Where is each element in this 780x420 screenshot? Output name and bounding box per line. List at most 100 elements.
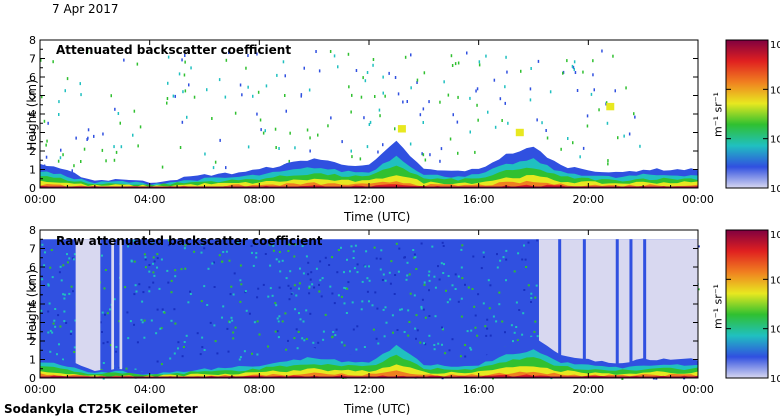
- noise-speck: [428, 315, 431, 317]
- noise-speck: [240, 283, 243, 286]
- noise-speck: [355, 348, 358, 351]
- noise-speck: [415, 314, 418, 317]
- noise-speck: [294, 308, 297, 311]
- signal-speck: [449, 137, 452, 141]
- noise-speck: [501, 320, 504, 323]
- signal-speck: [132, 133, 134, 137]
- noise-speck: [272, 249, 275, 252]
- noise-speck: [287, 339, 289, 342]
- signal-speck: [562, 71, 564, 75]
- raw-backscatter-panel: 0 1 2 3 4 5 6 7 8 00:00 04:00 08:00 12:00 16:00 20:00 0…: [24, 224, 780, 396]
- noise-speck: [213, 261, 215, 264]
- colorbar-tick-label: 10⁻⁴: [770, 40, 780, 51]
- noise-speck: [166, 269, 169, 272]
- noise-speck: [346, 287, 349, 290]
- noise-speck: [50, 249, 53, 251]
- noise-speck: [278, 260, 281, 263]
- signal-speck: [113, 145, 115, 149]
- signal-speck: [206, 88, 208, 92]
- signal-speck: [264, 129, 266, 133]
- noise-speck: [104, 313, 106, 316]
- noise-speck: [515, 326, 518, 328]
- signal-speck: [300, 94, 302, 98]
- noise-speck: [115, 346, 118, 348]
- signal-speck: [87, 49, 89, 53]
- signal-speck: [576, 89, 579, 92]
- noise-speck: [181, 355, 184, 358]
- signal-speck: [75, 136, 77, 140]
- noise-speck: [152, 256, 155, 259]
- noise-speck: [187, 301, 190, 304]
- noise-speck: [337, 294, 340, 297]
- signal-speck: [64, 89, 66, 93]
- noise-speck: [207, 267, 210, 270]
- noise-speck: [302, 320, 305, 323]
- noise-speck: [313, 286, 316, 289]
- signal-speck: [382, 75, 384, 79]
- noise-speck: [256, 320, 259, 323]
- noise-speck: [54, 308, 57, 310]
- signal-speck: [133, 109, 136, 113]
- noise-speck: [201, 346, 204, 349]
- y-tick-label: 1: [29, 164, 36, 177]
- colorbar-tick-label: 10⁻⁵: [770, 275, 780, 286]
- noise-speck: [522, 312, 525, 315]
- signal-speck: [605, 101, 608, 105]
- signal-speck: [46, 139, 48, 143]
- signal-speck: [416, 78, 419, 82]
- noise-speck: [328, 264, 331, 266]
- signal-speck: [309, 149, 311, 153]
- noise-speck: [385, 321, 388, 324]
- noise-speck: [53, 319, 56, 322]
- noise-speck: [336, 271, 339, 274]
- noise-speck: [515, 301, 518, 304]
- signal-speck: [450, 54, 453, 58]
- noise-speck: [156, 360, 159, 363]
- noise-speck: [279, 270, 282, 273]
- signal-speck: [256, 52, 258, 56]
- noise-speck: [252, 264, 255, 267]
- noise-speck: [621, 377, 624, 380]
- noise-speck: [382, 308, 385, 311]
- signal-speck: [114, 107, 116, 111]
- noise-speck: [69, 333, 72, 335]
- noise-speck: [372, 328, 375, 331]
- signal-speck: [422, 121, 424, 124]
- noise-speck: [305, 309, 308, 312]
- noise-speck: [49, 329, 52, 332]
- noise-speck: [413, 253, 416, 256]
- noise-speck: [442, 245, 445, 247]
- signal-speck: [404, 55, 407, 59]
- noise-speck: [351, 301, 354, 304]
- noise-speck: [143, 336, 146, 339]
- x-tick-label: 00:00: [682, 383, 714, 396]
- signal-speck: [607, 162, 609, 166]
- x-axis-label: Time (UTC): [344, 402, 411, 416]
- noise-speck: [428, 270, 431, 273]
- noise-speck: [140, 318, 143, 321]
- noise-speck: [302, 272, 305, 275]
- noise-speck: [151, 242, 154, 245]
- noise-speck: [66, 261, 69, 264]
- noise-speck: [376, 307, 379, 310]
- colorbar-tick-label: 10⁻⁵: [770, 85, 780, 96]
- noise-speck: [424, 343, 427, 346]
- x-tick-label: 08:00: [243, 383, 275, 396]
- noise-speck: [505, 279, 507, 282]
- noise-speck: [469, 346, 472, 349]
- signal-speck: [562, 70, 565, 74]
- y-tick-label: 5: [29, 280, 36, 293]
- signal-speck: [506, 70, 508, 74]
- noise-speck: [405, 278, 408, 281]
- noise-speck: [277, 336, 280, 339]
- noise-speck: [409, 292, 412, 295]
- noise-speck: [47, 331, 50, 334]
- noise-speck: [203, 285, 206, 288]
- signal-speck: [366, 71, 369, 74]
- y-tick-label: 6: [29, 261, 36, 274]
- signal-speck: [252, 94, 254, 98]
- signal-speck: [115, 150, 118, 154]
- noise-speck: [293, 337, 296, 340]
- signal-speck: [406, 100, 408, 103]
- noise-speck: [485, 334, 488, 337]
